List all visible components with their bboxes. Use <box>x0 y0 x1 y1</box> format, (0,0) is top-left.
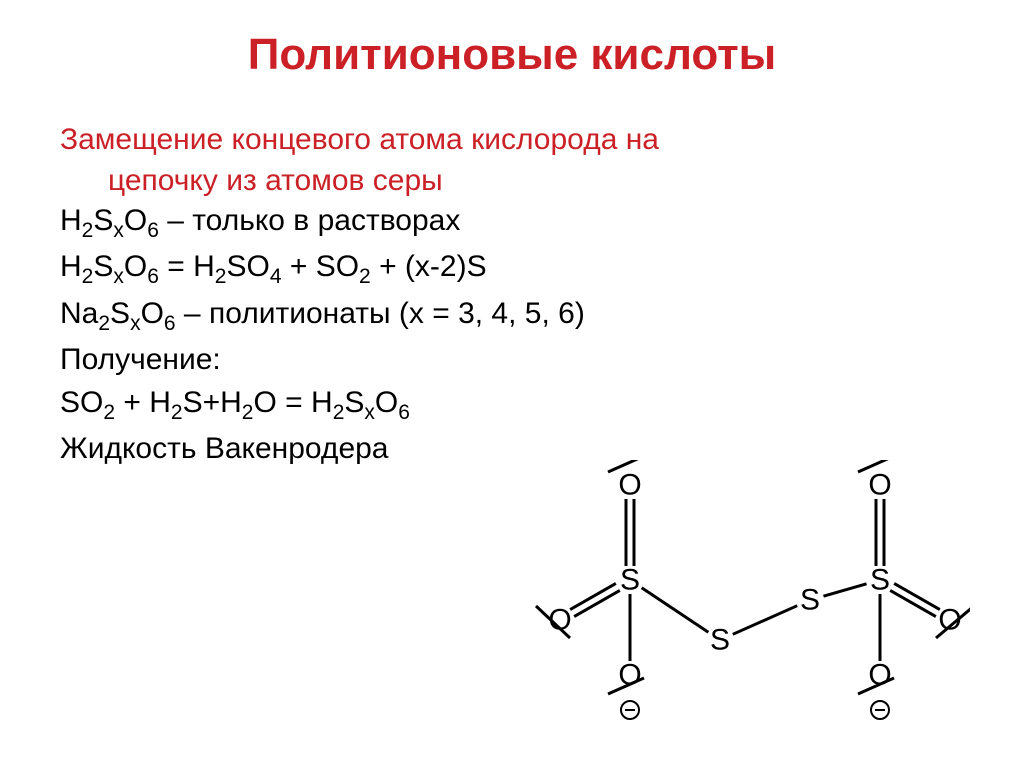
slide-body: Замещение концевого атома кислорода на ц… <box>60 120 964 469</box>
svg-text:S: S <box>710 624 730 657</box>
svg-text:S: S <box>620 564 640 597</box>
svg-text:O: O <box>618 469 641 502</box>
body-line-1: H2SxO6 = H2SO4 + SO2 + (x-2)S <box>60 247 964 291</box>
subheading-line1: Замещение концевого атома кислорода на <box>60 123 659 156</box>
slide-title: Политионовые кислоты <box>60 30 964 80</box>
svg-text:S: S <box>870 564 890 597</box>
chemical-structure-diagram: OSOOSSSOOO <box>530 460 970 720</box>
body-line-0: H2SxO6 – только в растворах <box>60 201 964 245</box>
body-line-3: Получение: <box>60 340 964 381</box>
body-line-4: SO2 + H2S+H2O = H2SxO6 <box>60 383 964 427</box>
body-line-2: Na2SxO6 – политионаты (x = 3, 4, 5, 6) <box>60 294 964 338</box>
subheading: Замещение концевого атома кислорода на ц… <box>60 120 964 201</box>
svg-text:O: O <box>868 469 891 502</box>
svg-text:S: S <box>800 584 820 617</box>
subheading-line2: цепочку из атомов серы <box>60 161 443 202</box>
